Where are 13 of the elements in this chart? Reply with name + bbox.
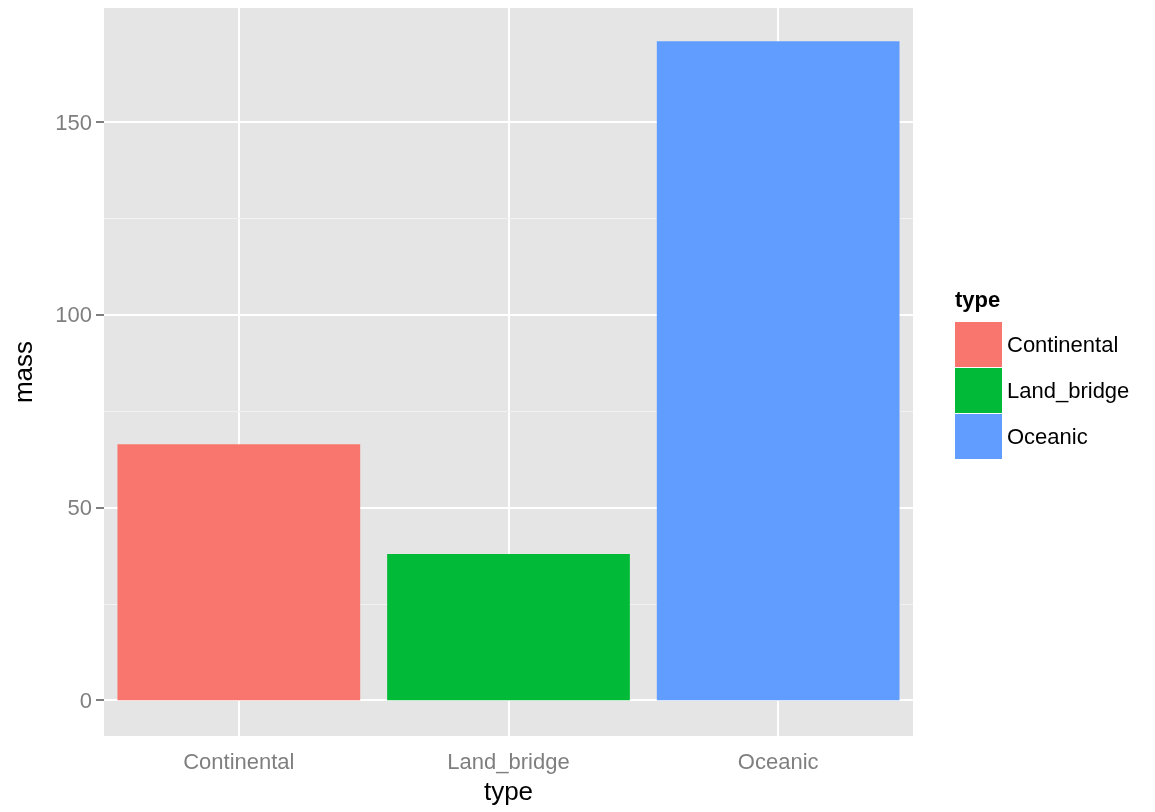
y-axis-title: mass <box>8 340 38 404</box>
x-axis-title: type <box>483 776 534 806</box>
legend-title: type <box>955 286 1001 312</box>
legend-label: Oceanic <box>1007 424 1088 449</box>
y-tick-label: 150 <box>55 109 92 135</box>
y-tick-label: 0 <box>79 687 92 713</box>
x-tick-label: Land_bridge <box>447 748 570 774</box>
x-tick-label: Continental <box>183 748 295 774</box>
x-tick-label: Oceanic <box>737 748 819 774</box>
legend-label: Continental <box>1007 332 1119 357</box>
legend-label: Land_bridge <box>1007 378 1130 403</box>
y-tick-label: 50 <box>67 494 92 520</box>
y-tick-label: 100 <box>55 302 92 328</box>
